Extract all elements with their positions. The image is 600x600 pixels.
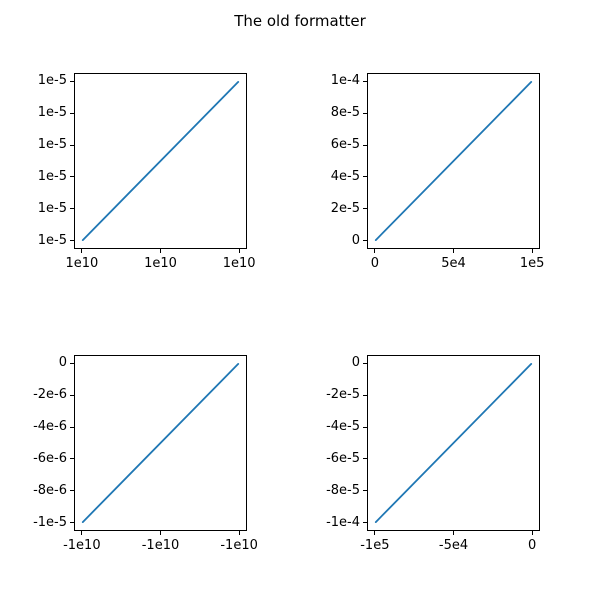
x-tick-mark <box>531 249 533 253</box>
y-tick-mark <box>363 144 367 146</box>
y-tick-mark <box>70 80 74 82</box>
y-tick-label: 2e-5 <box>330 200 360 216</box>
y-tick-label: 8e-5 <box>330 105 360 120</box>
y-tick-label: -2e-6 <box>33 387 67 402</box>
y-tick-mark <box>70 176 74 178</box>
x-tick-label: 0 <box>370 256 379 271</box>
y-tick-label: 1e-5 <box>37 73 67 88</box>
y-tick-label: 0 <box>351 232 360 248</box>
x-tick-mark <box>453 249 454 253</box>
y-tick-label: 1e-5 <box>37 137 67 152</box>
y-tick-mark <box>70 458 74 460</box>
y-tick-label: 6e-5 <box>330 137 360 152</box>
y-tick-mark <box>363 394 367 396</box>
y-tick-mark <box>363 176 367 178</box>
y-tick-label: 0 <box>351 355 360 370</box>
y-tick-mark <box>363 112 367 114</box>
axes-box-bottom-left <box>74 355 247 531</box>
x-tick-mark <box>238 531 240 535</box>
y-tick-label: -8e-5 <box>326 482 360 498</box>
y-tick-label: -2e-5 <box>326 387 360 402</box>
x-tick-mark <box>374 531 376 535</box>
plot-line-top-left <box>81 81 240 241</box>
plot-line-bottom-left <box>81 363 240 523</box>
y-tick-label: 1e-5 <box>37 168 67 184</box>
x-tick-label: -1e10 <box>63 538 101 553</box>
y-tick-mark <box>70 144 74 146</box>
plot-area-top-left <box>81 81 240 241</box>
axes-box-top-right <box>367 73 540 249</box>
axes-box-bottom-right <box>367 355 540 531</box>
axes-box-top-left <box>74 73 247 249</box>
x-tick-mark <box>531 531 533 535</box>
plot-area-bottom-right <box>374 363 533 523</box>
x-tick-mark <box>453 531 454 535</box>
plot-line-bottom-right <box>374 363 533 523</box>
y-tick-mark <box>70 490 74 492</box>
x-tick-label: 1e10 <box>222 256 256 271</box>
plot-line-top-right <box>374 81 533 241</box>
plot-area-bottom-left <box>81 363 240 523</box>
y-tick-label: 0 <box>58 355 67 370</box>
y-tick-mark <box>363 522 367 524</box>
x-tick-label: 0 <box>527 538 537 553</box>
y-tick-mark <box>70 208 74 210</box>
x-tick-label: 5e4 <box>441 256 466 271</box>
y-tick-label: -6e-6 <box>33 450 67 466</box>
y-tick-mark <box>363 80 367 82</box>
y-tick-label: 1e-5 <box>37 200 67 216</box>
y-tick-mark <box>363 458 367 460</box>
y-tick-mark <box>70 522 74 524</box>
y-tick-label: -1e-4 <box>326 514 360 530</box>
x-tick-mark <box>160 531 161 535</box>
y-tick-mark <box>363 490 367 492</box>
y-tick-label: 1e-5 <box>37 232 67 248</box>
y-tick-mark <box>363 362 367 364</box>
x-tick-mark <box>160 249 161 253</box>
y-tick-label: 1e-5 <box>37 105 67 120</box>
y-tick-mark <box>363 208 367 210</box>
x-tick-mark <box>81 249 83 253</box>
y-tick-label: -1e-5 <box>33 514 67 530</box>
y-tick-mark <box>70 394 74 396</box>
x-tick-label: 1e10 <box>65 256 99 271</box>
y-tick-label: -4e-6 <box>33 419 67 434</box>
y-tick-mark <box>70 362 74 364</box>
x-tick-label: 1e5 <box>519 256 545 271</box>
plot-area-top-right <box>374 81 533 241</box>
x-tick-label: -1e5 <box>360 538 390 553</box>
y-tick-label: -4e-5 <box>326 419 360 434</box>
y-tick-label: -8e-6 <box>33 482 67 498</box>
x-tick-label: -5e4 <box>438 538 469 553</box>
x-tick-label: -1e10 <box>220 538 258 553</box>
y-tick-label: 1e-4 <box>330 73 360 88</box>
y-tick-mark <box>363 240 367 242</box>
x-tick-mark <box>238 249 240 253</box>
x-tick-mark <box>374 249 376 253</box>
y-tick-mark <box>363 426 367 428</box>
y-tick-label: 4e-5 <box>330 168 360 184</box>
x-tick-label: 1e10 <box>144 256 177 271</box>
y-tick-mark <box>70 240 74 242</box>
y-tick-label: -6e-5 <box>326 450 360 466</box>
x-tick-label: -1e10 <box>141 538 180 553</box>
y-tick-mark <box>70 426 74 428</box>
x-tick-mark <box>81 531 83 535</box>
y-tick-mark <box>70 112 74 114</box>
figure-title: The old formatter <box>234 12 366 30</box>
